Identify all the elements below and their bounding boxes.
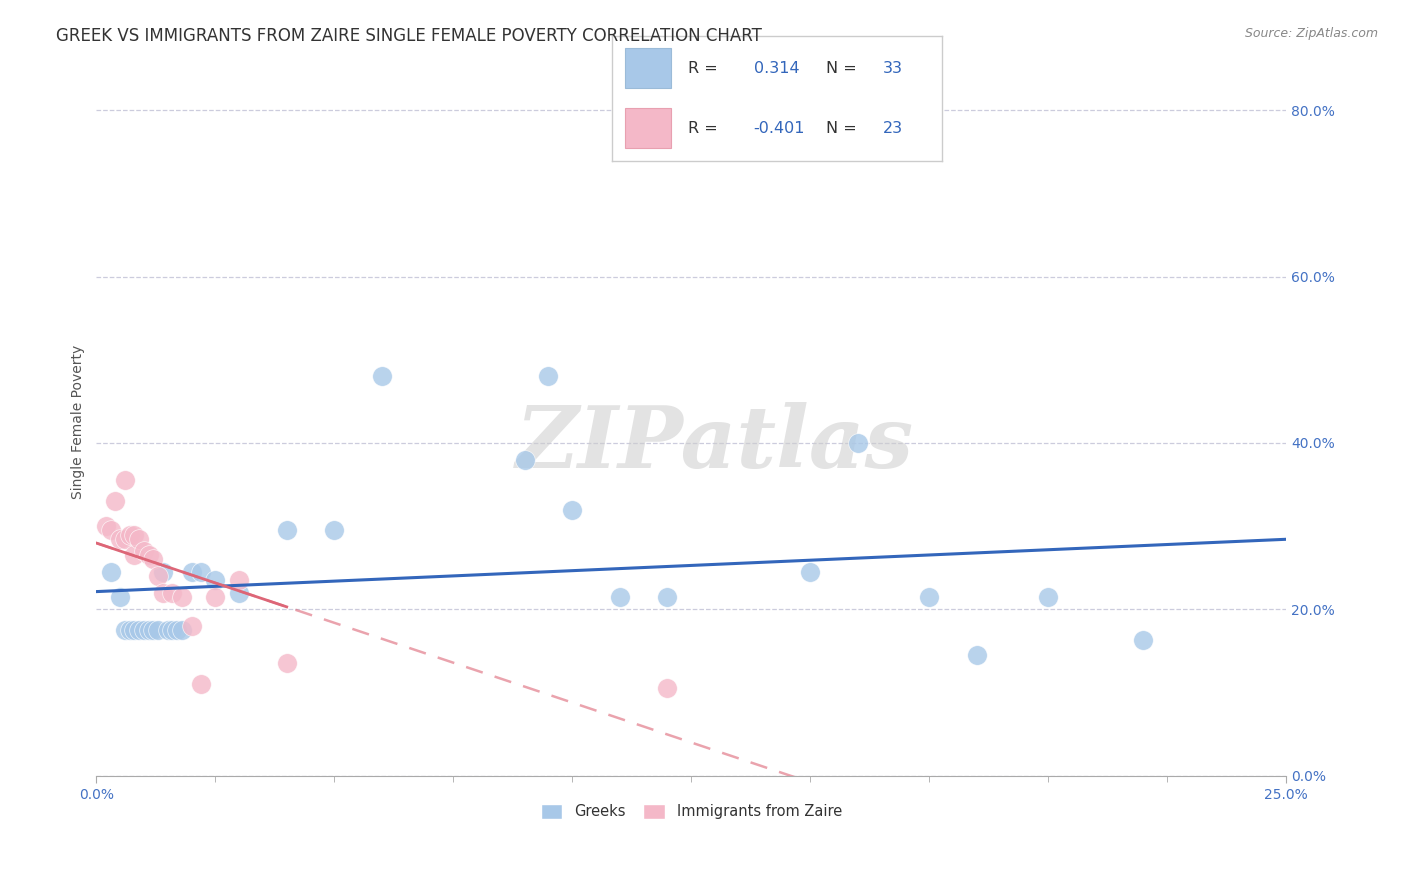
Point bbox=[561, 502, 583, 516]
Point bbox=[118, 527, 141, 541]
Text: 0.314: 0.314 bbox=[754, 61, 800, 76]
Point bbox=[124, 624, 146, 638]
Point bbox=[180, 565, 202, 579]
Text: ZIPatlas: ZIPatlas bbox=[516, 401, 914, 485]
Point bbox=[104, 494, 127, 508]
FancyBboxPatch shape bbox=[624, 108, 671, 148]
Point bbox=[609, 590, 631, 604]
Point bbox=[228, 574, 250, 588]
Point bbox=[108, 532, 131, 546]
Point bbox=[94, 519, 117, 533]
Point bbox=[162, 624, 184, 638]
Point bbox=[228, 586, 250, 600]
Point bbox=[657, 590, 679, 604]
Point bbox=[152, 586, 174, 600]
Point bbox=[114, 474, 136, 488]
Point bbox=[100, 524, 122, 538]
Point bbox=[276, 524, 298, 538]
Point bbox=[537, 369, 560, 384]
Point bbox=[966, 648, 988, 662]
Point bbox=[124, 549, 146, 563]
Point bbox=[128, 624, 150, 638]
Y-axis label: Single Female Poverty: Single Female Poverty bbox=[72, 345, 86, 500]
Point bbox=[142, 624, 165, 638]
Point bbox=[162, 586, 184, 600]
Point bbox=[100, 565, 122, 579]
Text: N =: N = bbox=[827, 120, 858, 136]
Point bbox=[166, 624, 188, 638]
Text: GREEK VS IMMIGRANTS FROM ZAIRE SINGLE FEMALE POVERTY CORRELATION CHART: GREEK VS IMMIGRANTS FROM ZAIRE SINGLE FE… bbox=[56, 27, 762, 45]
Text: R =: R = bbox=[688, 120, 717, 136]
Point bbox=[276, 657, 298, 671]
Point bbox=[108, 590, 131, 604]
Point bbox=[190, 565, 212, 579]
Point bbox=[846, 436, 869, 450]
Point bbox=[170, 624, 193, 638]
Text: R =: R = bbox=[688, 61, 717, 76]
Text: Source: ZipAtlas.com: Source: ZipAtlas.com bbox=[1244, 27, 1378, 40]
Point bbox=[180, 619, 202, 633]
Point bbox=[138, 624, 160, 638]
Point bbox=[132, 544, 155, 558]
Point bbox=[918, 590, 941, 604]
Point bbox=[138, 549, 160, 563]
Point bbox=[124, 527, 146, 541]
Point bbox=[799, 565, 821, 579]
Text: 33: 33 bbox=[883, 61, 903, 76]
Point bbox=[190, 677, 212, 691]
Point bbox=[156, 624, 179, 638]
Point bbox=[371, 369, 394, 384]
Point bbox=[152, 565, 174, 579]
Point bbox=[204, 574, 226, 588]
Text: 23: 23 bbox=[883, 120, 903, 136]
Point bbox=[323, 524, 346, 538]
Point bbox=[170, 590, 193, 604]
Point bbox=[148, 624, 170, 638]
Point bbox=[118, 624, 141, 638]
Point bbox=[204, 590, 226, 604]
Point bbox=[657, 681, 679, 696]
Text: -0.401: -0.401 bbox=[754, 120, 806, 136]
Point bbox=[128, 532, 150, 546]
Legend: Greeks, Immigrants from Zaire: Greeks, Immigrants from Zaire bbox=[534, 798, 848, 825]
FancyBboxPatch shape bbox=[624, 48, 671, 88]
Text: N =: N = bbox=[827, 61, 858, 76]
Point bbox=[148, 569, 170, 583]
Point bbox=[513, 452, 536, 467]
Point bbox=[142, 552, 165, 566]
Point bbox=[1036, 590, 1059, 604]
Point bbox=[132, 624, 155, 638]
Point bbox=[114, 532, 136, 546]
Point bbox=[1132, 633, 1154, 648]
Point bbox=[114, 624, 136, 638]
